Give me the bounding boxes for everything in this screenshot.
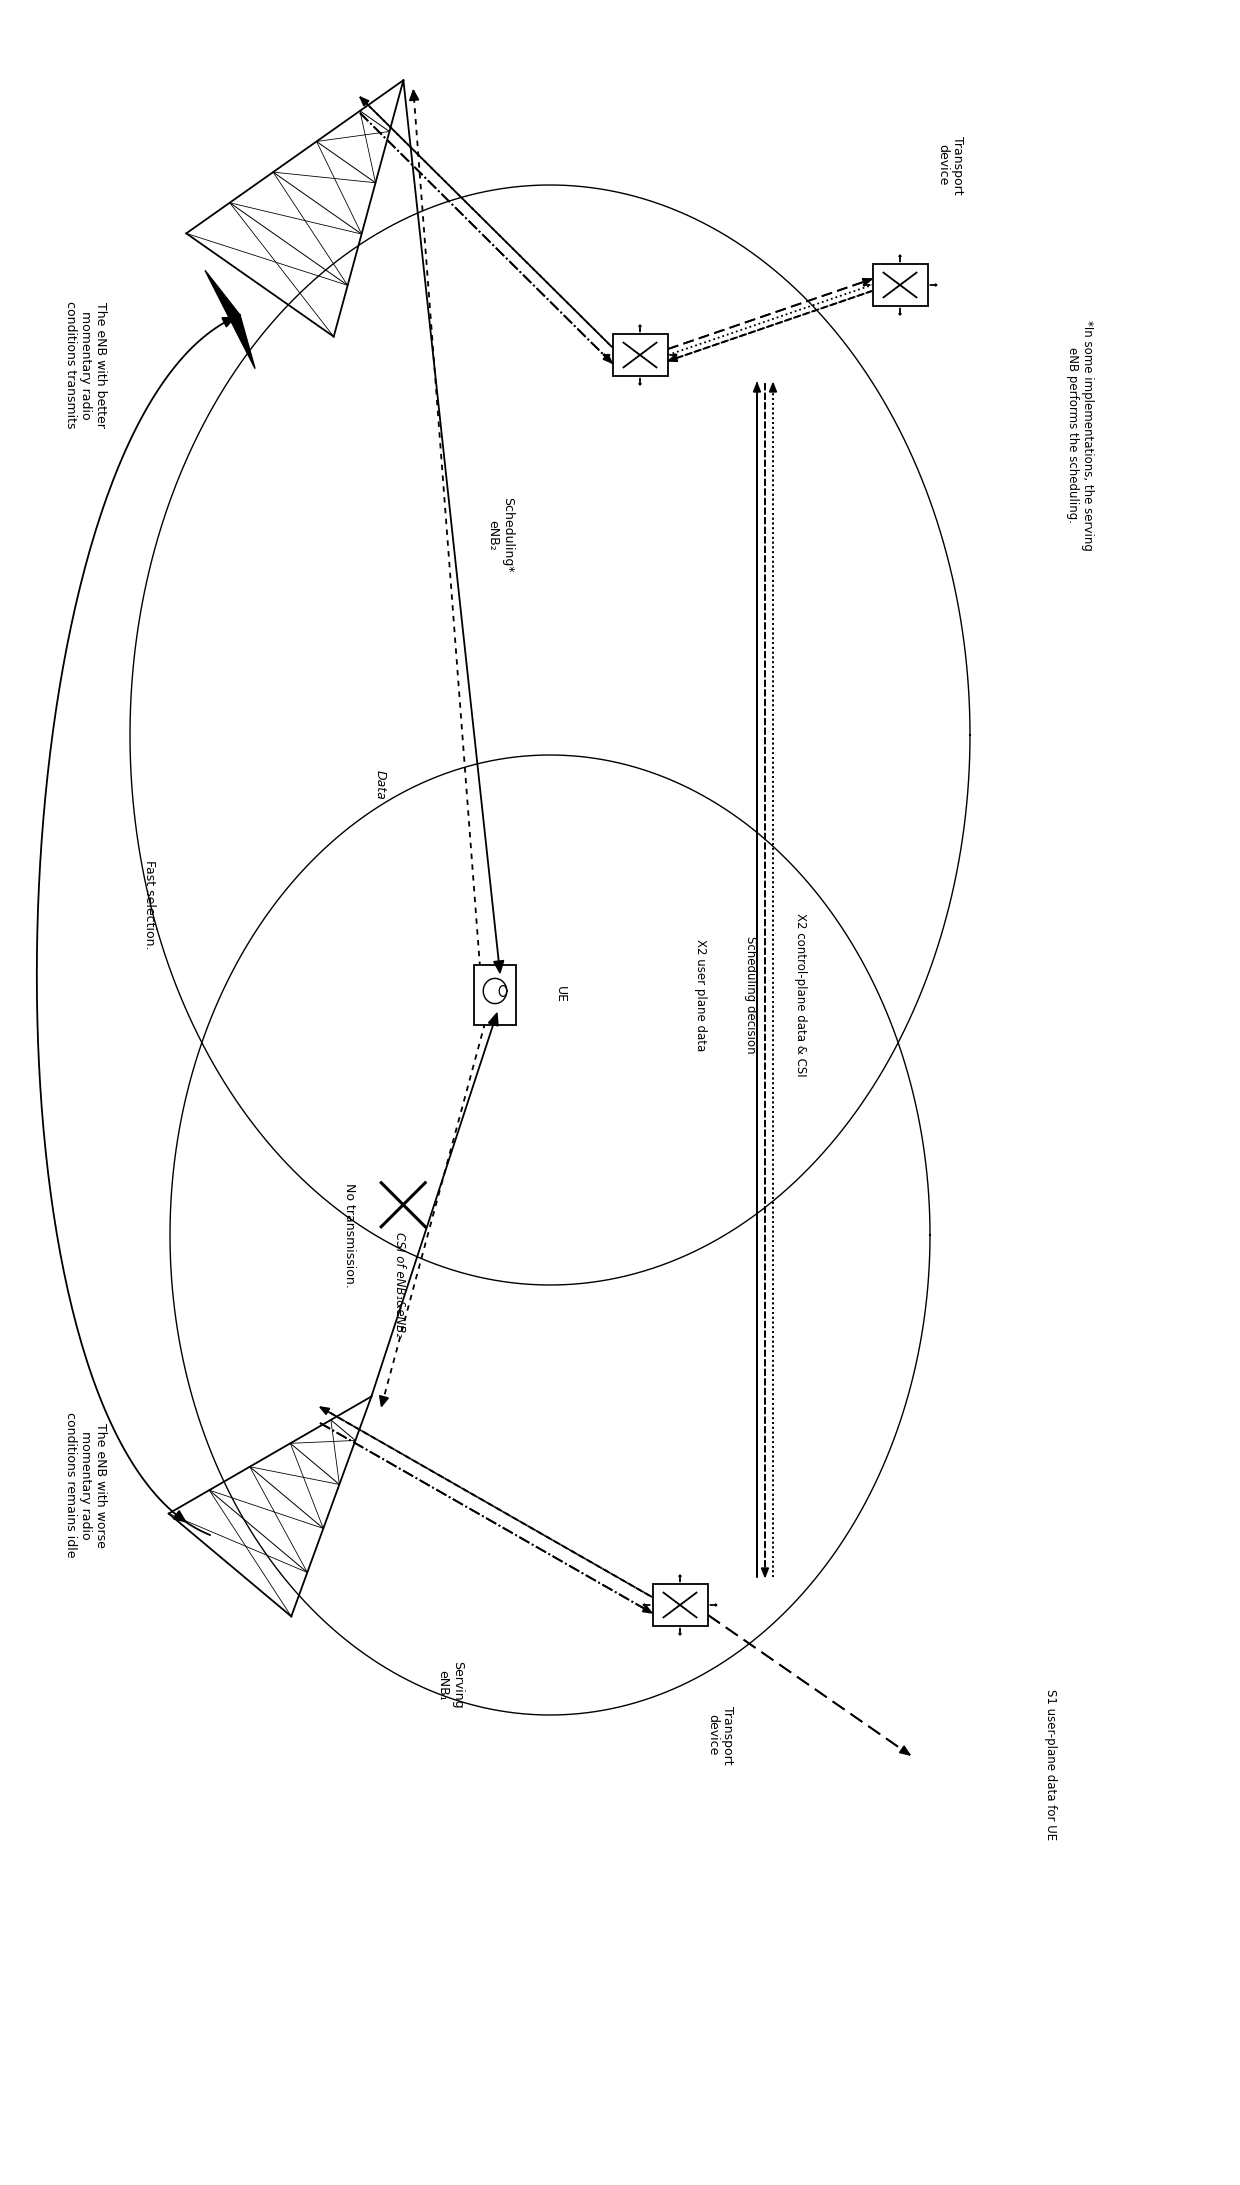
Polygon shape xyxy=(360,96,368,105)
Text: Transport
device: Transport device xyxy=(936,135,963,194)
Polygon shape xyxy=(409,90,419,101)
Text: Scheduling*
eNB₂: Scheduling* eNB₂ xyxy=(486,498,515,572)
Polygon shape xyxy=(603,354,613,363)
Polygon shape xyxy=(754,382,760,391)
Text: Fast selection.: Fast selection. xyxy=(144,861,156,950)
Text: UE: UE xyxy=(553,985,567,1003)
Text: CSI of eNB₁&eNB₂: CSI of eNB₁&eNB₂ xyxy=(393,1232,407,1337)
Text: X2 user plane data: X2 user plane data xyxy=(693,940,707,1051)
Text: X2 control-plane data & CSI: X2 control-plane data & CSI xyxy=(794,913,806,1077)
Polygon shape xyxy=(474,966,516,1025)
Polygon shape xyxy=(320,1407,330,1414)
Text: Scheduling decision: Scheduling decision xyxy=(744,935,756,1053)
Text: Data: Data xyxy=(373,769,387,800)
Text: S1 user-plane data for UE: S1 user-plane data for UE xyxy=(1044,1689,1056,1840)
Polygon shape xyxy=(222,317,236,328)
Text: Serving
eNB₁: Serving eNB₁ xyxy=(436,1661,464,1709)
Text: The eNB with worse
momentary radio
conditions remains idle: The eNB with worse momentary radio condi… xyxy=(63,1412,107,1558)
Text: Transport
device: Transport device xyxy=(706,1706,734,1763)
Polygon shape xyxy=(862,280,872,286)
Polygon shape xyxy=(899,1746,910,1755)
Polygon shape xyxy=(770,382,776,391)
Text: *In some implementations, the serving
eNB performs the scheduling.: *In some implementations, the serving eN… xyxy=(1066,319,1094,551)
Polygon shape xyxy=(379,1396,388,1407)
Polygon shape xyxy=(642,1606,652,1613)
Polygon shape xyxy=(494,961,503,972)
Polygon shape xyxy=(205,271,255,369)
Polygon shape xyxy=(174,1510,186,1523)
Polygon shape xyxy=(668,354,677,361)
Polygon shape xyxy=(489,1014,498,1027)
Text: No transmission.: No transmission. xyxy=(343,1182,357,1287)
Polygon shape xyxy=(761,1569,769,1578)
Text: The eNB with better
momentary radio
conditions transmits: The eNB with better momentary radio cond… xyxy=(63,302,107,428)
